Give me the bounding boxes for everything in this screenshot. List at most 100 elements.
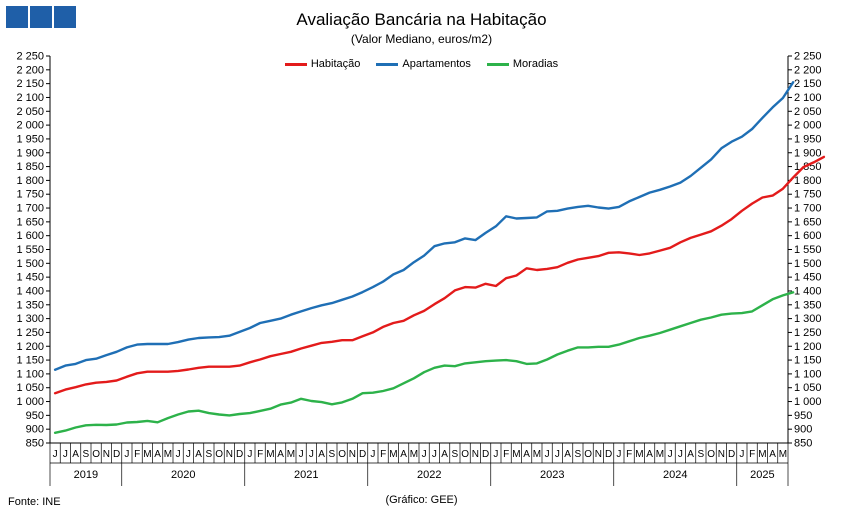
x-month-label: N <box>226 449 233 460</box>
y-tick-label-left: 2 050 <box>16 106 44 118</box>
legend-label: Apartamentos <box>402 58 471 70</box>
x-year-label: 2021 <box>294 469 318 481</box>
x-month-label: A <box>72 449 79 460</box>
x-month-label: N <box>718 449 725 460</box>
y-tick-label-left: 1 500 <box>16 258 44 270</box>
x-month-label: J <box>493 449 498 460</box>
x-month-label: O <box>584 449 592 460</box>
x-month-label: A <box>318 449 325 460</box>
y-tick-label-left: 850 <box>26 438 44 450</box>
x-month-label: J <box>176 449 181 460</box>
y-tick-label-left: 1 750 <box>16 189 44 201</box>
x-month-label: O <box>92 449 100 460</box>
y-tick-label-right: 850 <box>794 438 812 450</box>
x-month-label: J <box>432 449 437 460</box>
x-month-label: J <box>555 449 560 460</box>
y-tick-label-right: 1 000 <box>794 396 822 408</box>
x-month-label: M <box>266 449 274 460</box>
x-year-label: 2025 <box>750 469 774 481</box>
legend-swatch-moradias <box>486 62 509 66</box>
y-tick-label-right: 1 600 <box>794 230 822 242</box>
chart-legend: Habitação Apartamentos Moradias <box>0 58 843 70</box>
y-tick-label-left: 1 100 <box>16 368 44 380</box>
y-tick-label-right: 1 250 <box>794 327 822 339</box>
x-month-label: M <box>533 449 541 460</box>
y-tick-label-right: 1 550 <box>794 244 822 256</box>
x-month-label: O <box>338 449 346 460</box>
x-month-label: M <box>164 449 172 460</box>
x-month-label: J <box>53 449 58 460</box>
x-month-label: A <box>441 449 448 460</box>
y-tick-label-left: 1 600 <box>16 230 44 242</box>
x-month-label: M <box>410 449 418 460</box>
x-month-label: M <box>779 449 787 460</box>
x-month-label: J <box>739 449 744 460</box>
logo-block <box>54 6 76 28</box>
x-month-label: J <box>299 449 304 460</box>
y-tick-label-left: 2 000 <box>16 120 44 132</box>
y-tick-label-right: 2 000 <box>794 120 822 132</box>
x-month-label: M <box>656 449 664 460</box>
x-month-label: A <box>523 449 530 460</box>
y-tick-label-right: 1 650 <box>794 216 822 228</box>
x-month-label: S <box>575 449 582 460</box>
y-tick-label-right: 1 750 <box>794 189 822 201</box>
x-month-label: M <box>512 449 520 460</box>
y-tick-label-right: 1 100 <box>794 368 822 380</box>
x-month-label: S <box>329 449 336 460</box>
x-month-label: F <box>626 449 632 460</box>
x-year-label: 2019 <box>74 469 98 481</box>
legend-swatch-apartamentos <box>376 62 399 66</box>
y-tick-label-right: 1 950 <box>794 133 822 145</box>
y-tick-label-left: 1 700 <box>16 203 44 215</box>
y-tick-label-right: 2 050 <box>794 106 822 118</box>
x-month-label: F <box>380 449 386 460</box>
x-month-label: A <box>564 449 571 460</box>
y-tick-label-left: 1 400 <box>16 285 44 297</box>
y-tick-label-right: 900 <box>794 424 812 436</box>
y-tick-label-left: 1 550 <box>16 244 44 256</box>
x-month-label: A <box>277 449 284 460</box>
x-month-label: J <box>668 449 673 460</box>
x-month-label: D <box>236 449 243 460</box>
y-tick-label-left: 1 300 <box>16 313 44 325</box>
series-line-moradias <box>53 291 795 434</box>
y-tick-label-right: 950 <box>794 410 812 422</box>
x-month-label: A <box>400 449 407 460</box>
x-month-label: O <box>707 449 715 460</box>
x-month-label: M <box>389 449 397 460</box>
x-month-label: J <box>124 449 129 460</box>
y-tick-label-right: 1 050 <box>794 382 822 394</box>
x-month-label: J <box>616 449 621 460</box>
logo-block <box>30 6 52 28</box>
x-month-label: A <box>687 449 694 460</box>
y-tick-label-right: 1 300 <box>794 313 822 325</box>
x-month-label: J <box>63 449 68 460</box>
y-tick-label-left: 1 450 <box>16 272 44 284</box>
y-tick-label-left: 2 150 <box>16 78 44 90</box>
x-month-label: A <box>154 449 161 460</box>
y-tick-label-left: 2 250 <box>16 51 44 63</box>
y-tick-label-right: 1 700 <box>794 203 822 215</box>
x-month-label: O <box>461 449 469 460</box>
legend-item-apartamentos: Apartamentos <box>376 58 471 70</box>
x-month-label: S <box>83 449 90 460</box>
y-tick-label-right: 1 400 <box>794 285 822 297</box>
y-tick-label-right: 2 250 <box>794 51 822 63</box>
x-month-label: D <box>605 449 612 460</box>
x-month-label: J <box>422 449 427 460</box>
x-month-label: F <box>134 449 140 460</box>
x-month-label: S <box>452 449 459 460</box>
y-tick-label-left: 1 150 <box>16 355 44 367</box>
x-month-label: N <box>595 449 602 460</box>
x-month-label: M <box>758 449 766 460</box>
x-month-label: N <box>349 449 356 460</box>
x-month-label: N <box>103 449 110 460</box>
y-tick-label-left: 1 050 <box>16 382 44 394</box>
x-year-label: 2023 <box>540 469 564 481</box>
x-month-label: D <box>359 449 366 460</box>
y-tick-label-right: 1 200 <box>794 341 822 353</box>
x-month-label: J <box>678 449 683 460</box>
y-tick-label-right: 1 500 <box>794 258 822 270</box>
logo <box>6 6 76 28</box>
